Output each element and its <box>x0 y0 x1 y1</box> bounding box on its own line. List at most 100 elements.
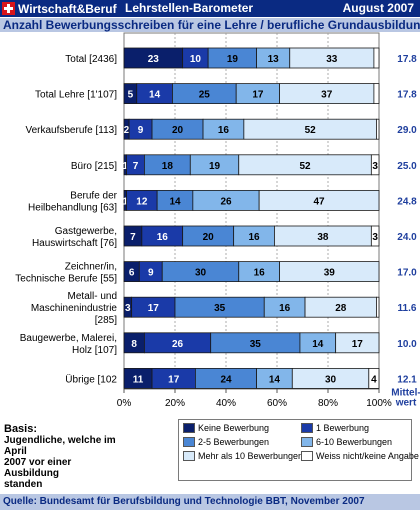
bar-segment <box>368 367 380 389</box>
data-label: 17 <box>252 90 264 101</box>
data-label: 16 <box>157 232 169 243</box>
data-label: 3 <box>372 232 378 243</box>
category-label: Verkaufsberufe [113] <box>25 125 117 136</box>
data-label: 19 <box>209 161 221 172</box>
mean-value: 17.8 <box>397 90 417 101</box>
category-label: Zeichner/in, <box>65 262 117 273</box>
basis-title: Basis: <box>4 423 38 435</box>
data-label: 16 <box>254 268 266 279</box>
data-label: 23 <box>148 54 160 65</box>
data-label: 19 <box>227 54 239 65</box>
basis-line-1: Jugendliche, welche im April <box>4 435 116 457</box>
data-label: 12 <box>136 196 148 207</box>
data-label: 2 <box>124 125 130 136</box>
x-tick-label: 40% <box>216 398 236 409</box>
data-label: 47 <box>314 196 326 207</box>
data-label: 9 <box>138 125 144 136</box>
issue-date: August 2007 <box>342 1 414 15</box>
data-label: 52 <box>299 161 311 172</box>
data-label: 4 <box>371 374 377 385</box>
mean-value: 24.8 <box>397 196 417 207</box>
data-label: 17 <box>352 339 364 350</box>
x-tick-label: 60% <box>267 398 287 409</box>
legend-item: Weiss nicht/keine Angabe <box>301 451 419 461</box>
data-label: 14 <box>169 196 181 207</box>
legend-item: Mehr als 10 Bewerbungen <box>183 451 303 461</box>
data-label: 28 <box>335 303 347 314</box>
data-label: 14 <box>312 339 324 350</box>
data-label: 16 <box>279 303 291 314</box>
legend-item: 1 Bewerbung <box>301 423 369 433</box>
data-label: 1 <box>122 161 128 172</box>
category-label: Baugewerbe, Malerei, <box>20 333 117 344</box>
category-label: [285] <box>95 315 117 326</box>
legend-item: 6-10 Bewerbungen <box>301 437 392 447</box>
data-label: 20 <box>172 125 184 136</box>
category-label: Gastgewerbe, <box>55 226 117 237</box>
x-tick-label: 80% <box>318 398 338 409</box>
brand-name: Wirtschaft&Beruf <box>18 1 117 16</box>
legend-label: 1 Bewerbung <box>316 423 370 433</box>
category-label: Total Lehre [1'107] <box>35 90 117 101</box>
header-banner: Wirtschaft&Beruf Lehrstellen-Barometer A… <box>0 0 420 17</box>
data-label: 38 <box>317 232 329 243</box>
data-label: 35 <box>214 303 226 314</box>
category-label: Übrige [102 <box>65 373 117 385</box>
data-label: 26 <box>220 196 232 207</box>
x-tick-label: 20% <box>165 398 185 409</box>
bar-segment <box>376 118 380 140</box>
category-label: Metall- und <box>68 291 117 302</box>
brand: Wirtschaft&Beruf <box>2 1 117 16</box>
data-label: 26 <box>172 339 184 350</box>
data-label: 33 <box>326 54 338 65</box>
basis-line-2: 2007 vor einer Ausbildung <box>4 457 72 479</box>
legend-label: 6-10 Bewerbungen <box>316 437 393 447</box>
data-label: 16 <box>248 232 260 243</box>
data-label: 35 <box>250 339 262 350</box>
legend-swatch <box>301 423 313 433</box>
data-label: 8 <box>131 339 137 350</box>
bar-segment <box>373 83 380 104</box>
data-label: 5 <box>128 90 134 101</box>
data-label: 16 <box>218 125 230 136</box>
bar-segment <box>279 261 380 283</box>
bar-segment <box>258 189 380 211</box>
legend-label: 2-5 Bewerbungen <box>198 437 270 447</box>
mean-value: 29.0 <box>397 125 417 136</box>
category-label: Total [2436] <box>65 54 117 65</box>
stacked-bar-chart: 0% 20% 40% 60% 80% 100%Total [2436] 23 10 19 13 33… <box>15 32 420 409</box>
legend-label: Keine Bewerbung <box>198 423 270 433</box>
data-label: 10 <box>190 54 202 65</box>
bar-segment <box>376 296 380 318</box>
legend-label: Weiss nicht/keine Angabe <box>316 451 419 461</box>
category-label: Büro [215] <box>71 161 117 172</box>
source-note: Quelle: Bundesamt für Berufsbildung und … <box>0 494 420 510</box>
legend-item: Keine Bewerbung <box>183 423 269 433</box>
chart-title: Anzahl Bewerbungsschreiben für eine Lehr… <box>0 18 420 32</box>
category-label: Hauswirtschaft [76] <box>32 238 117 249</box>
legend-swatch <box>183 437 195 447</box>
data-label: 9 <box>148 268 154 279</box>
bar-segment <box>370 154 380 176</box>
data-label: 39 <box>324 268 336 279</box>
category-label: Berufe der <box>70 190 117 201</box>
data-label: 37 <box>321 90 333 101</box>
data-label: 14 <box>269 374 281 385</box>
mean-value: 24.0 <box>397 232 417 243</box>
category-label: Heilbehandlung [63] <box>28 202 117 213</box>
basis-note: Basis: Jugendliche, welche im April 2007… <box>4 423 116 491</box>
bar-segment <box>335 332 380 354</box>
data-label: 3 <box>125 303 131 314</box>
mean-value: 17.8 <box>397 54 417 65</box>
swiss-cross-icon <box>2 2 15 15</box>
data-label: 17 <box>148 303 160 314</box>
data-label: 3 <box>372 161 378 172</box>
data-label: 14 <box>149 90 161 101</box>
mean-value: 11.6 <box>398 303 417 314</box>
basis-line-3: standen <box>4 479 43 490</box>
category-label: Technische Berufe [55] <box>15 274 117 285</box>
bar-segment <box>373 47 380 69</box>
legend-swatch <box>183 423 195 433</box>
data-label: 18 <box>162 161 174 172</box>
